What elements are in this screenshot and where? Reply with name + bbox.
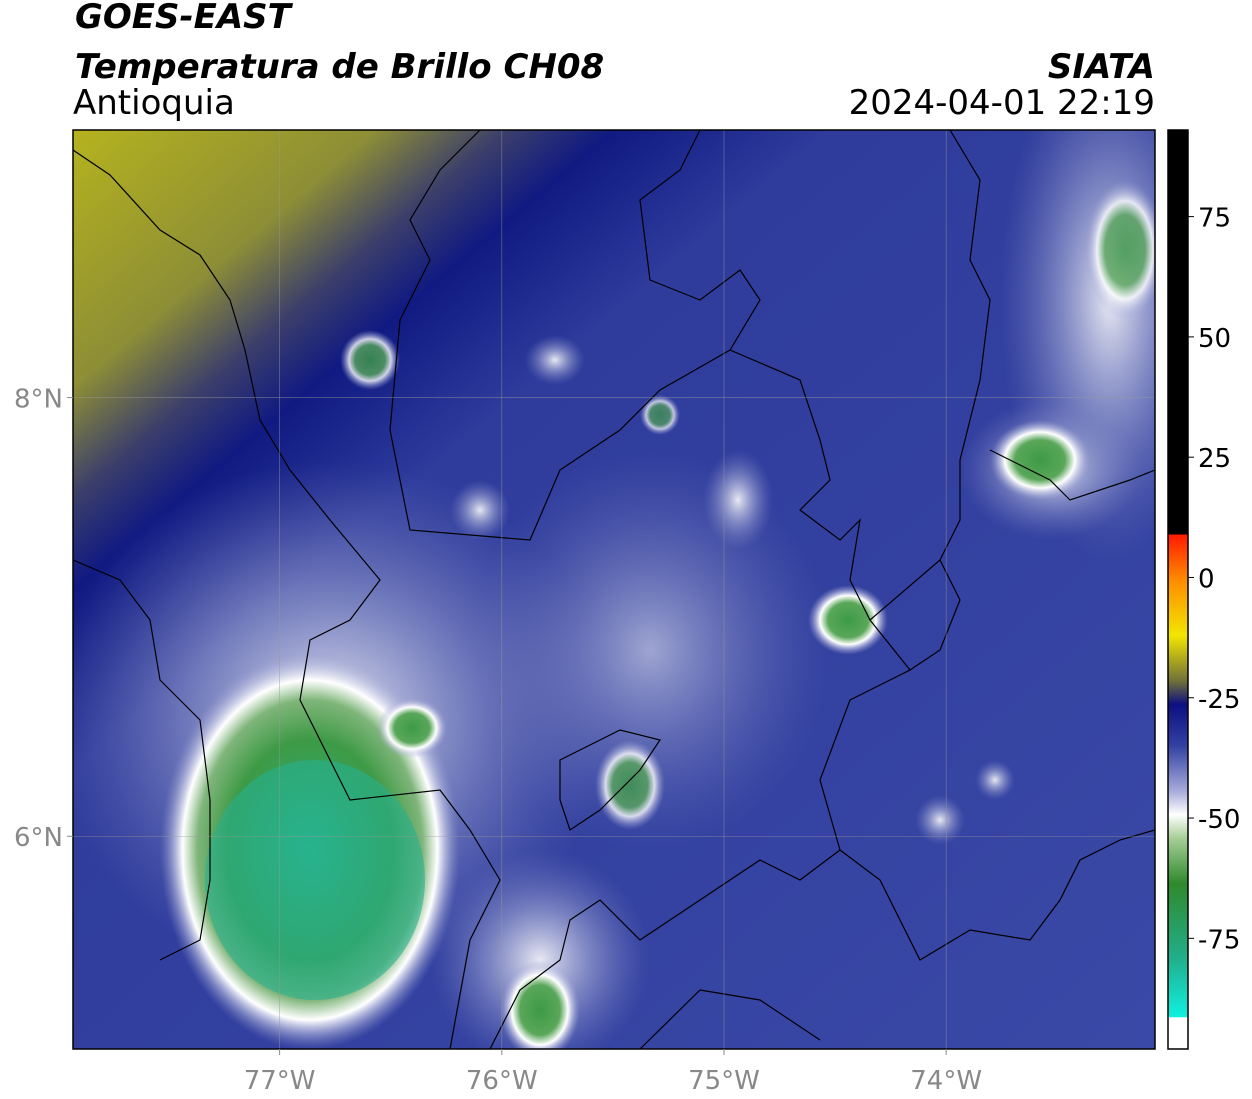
x-tick-label: 74°W xyxy=(910,1066,982,1096)
source: SIATA xyxy=(1048,47,1155,87)
satellite-image xyxy=(73,130,1155,1049)
graticule xyxy=(73,130,1155,1049)
colorbar-tick-label: -75 xyxy=(1198,925,1240,955)
map-frame xyxy=(72,129,1156,1050)
colorbar-tick-label: 0 xyxy=(1198,564,1215,594)
subtitle: Temperatura de Brillo CH08 xyxy=(75,47,604,87)
colorbar xyxy=(1167,129,1189,1050)
colorbar-tick-label: -50 xyxy=(1198,805,1240,835)
datetime: 2024-04-01 22:19 xyxy=(849,83,1155,123)
x-tick-label: 75°W xyxy=(688,1066,760,1096)
x-tick-label: 76°W xyxy=(466,1066,538,1096)
colorbar-tick-label: -25 xyxy=(1198,685,1240,715)
colorbar-tick-label: 75 xyxy=(1198,204,1231,234)
x-tick-label: 77°W xyxy=(244,1066,316,1096)
boundaries xyxy=(73,130,1155,1049)
colorbar-tick-label: 25 xyxy=(1198,444,1231,474)
colorbar-tick-label: 50 xyxy=(1198,324,1231,354)
y-tick-label: 6°N xyxy=(14,823,63,853)
y-tick-label: 8°N xyxy=(14,385,63,415)
title: GOES-EAST xyxy=(75,0,294,37)
region: Antioquia xyxy=(73,83,235,123)
